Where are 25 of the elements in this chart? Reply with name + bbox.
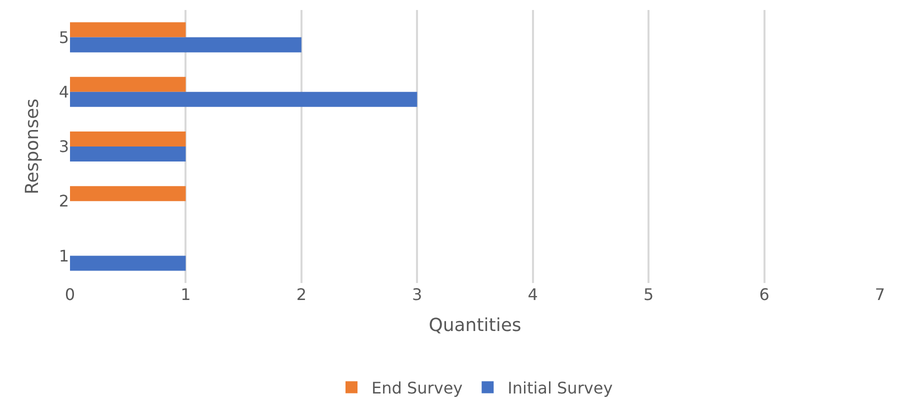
x-tick-label: 6 [759, 285, 770, 304]
x-tick-label: 7 [874, 285, 886, 304]
bar [70, 146, 186, 162]
x-tick-label: 3 [412, 285, 422, 304]
y-tick-label: 2 [58, 192, 69, 211]
bar [70, 92, 418, 107]
bar [70, 37, 302, 52]
y-tick-label: 4 [58, 82, 69, 102]
x-axis-title: Quantities [428, 315, 522, 336]
bar [70, 186, 186, 202]
x-tick-label: 2 [296, 285, 307, 304]
legend-label: Initial Survey [508, 378, 613, 398]
bar [70, 131, 186, 146]
bar [70, 76, 186, 92]
x-tick-label: 4 [528, 285, 538, 304]
legend-label: End Survey [372, 378, 463, 398]
y-axis-title: Responses [22, 98, 44, 194]
y-tick-label: 1 [58, 246, 69, 266]
bar [70, 22, 186, 38]
y-tick-label: 5 [58, 28, 69, 47]
x-tick-label: 5 [643, 285, 654, 304]
x-tick-label: 1 [180, 285, 191, 304]
bar [70, 256, 186, 271]
x-tick-label: 0 [64, 285, 76, 304]
y-tick-label: 3 [58, 137, 69, 156]
